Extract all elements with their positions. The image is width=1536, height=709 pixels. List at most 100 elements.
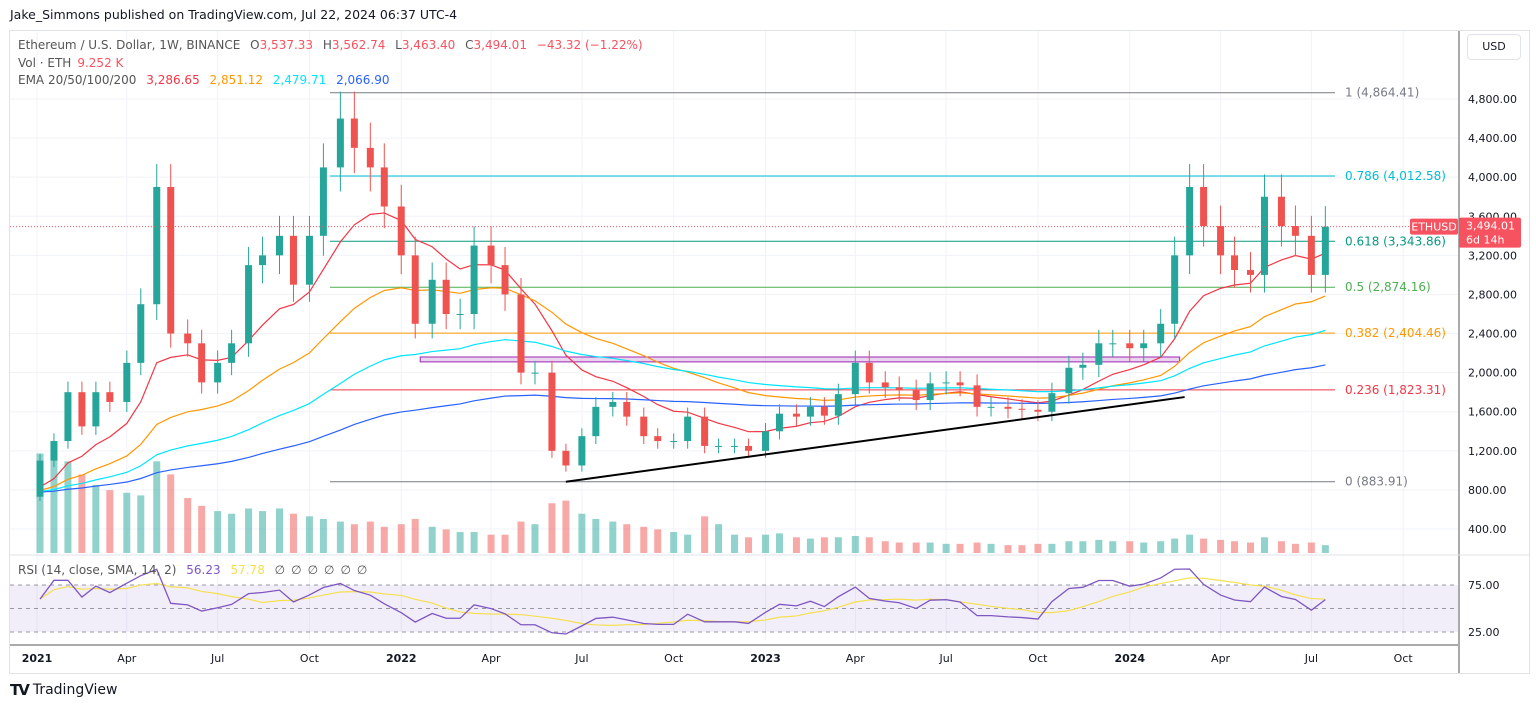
candle-body (762, 431, 770, 451)
candle-body (36, 460, 44, 497)
candle-body (806, 406, 814, 417)
candle-body (123, 362, 131, 402)
volume-bar (820, 537, 828, 553)
currency-button[interactable]: USD (1467, 34, 1521, 60)
volume-bar (501, 534, 509, 553)
y-tick-label: 800.00 (1468, 484, 1507, 497)
volume-bar (1217, 539, 1225, 553)
volume-bar (654, 529, 662, 553)
volume-bar (456, 532, 464, 553)
volume-bar (806, 538, 814, 553)
candle-body (1048, 393, 1056, 412)
x-tick-label: Jul (938, 652, 952, 665)
volume-bar (214, 511, 222, 553)
volume-value: 9.252 K (77, 56, 124, 70)
candle-body (670, 441, 678, 443)
candle-body (1321, 226, 1329, 275)
volume-bar (881, 541, 889, 553)
tv-logo-icon: TV (10, 681, 30, 699)
volume-bar (609, 521, 617, 553)
candle-body (912, 390, 920, 400)
candle-body (1004, 406, 1012, 409)
na-value: ∅ (340, 563, 351, 577)
volume-bar (640, 526, 648, 553)
tradingview-logo[interactable]: TV TradingView (10, 681, 117, 699)
na-value: ∅ (324, 563, 335, 577)
rsi-tick-label: 25.00 (1468, 626, 1500, 639)
candle-body (442, 279, 450, 314)
candle-body (64, 392, 72, 442)
candle-body (366, 147, 374, 168)
volume-bar (1200, 538, 1208, 553)
volume-bar (1277, 541, 1285, 553)
candle-body (592, 406, 600, 437)
candle-body (973, 385, 981, 407)
candle-body (851, 362, 859, 395)
volume-bar (198, 505, 206, 553)
x-tick-label: 2023 (750, 652, 781, 665)
last-price-badge (1459, 217, 1521, 248)
symbol-name[interactable]: Ethereum / U.S. Dollar, 1W, BINANCE (18, 38, 241, 52)
candle-body (167, 186, 175, 334)
fib-level-label: 0 (883.91) (1345, 475, 1408, 489)
volume-bar (319, 518, 327, 553)
volume-bar (1018, 545, 1026, 553)
candle-body (956, 382, 964, 386)
high-label: H (322, 38, 332, 52)
volume-bar (442, 529, 450, 553)
candle-body (184, 333, 192, 344)
candle-body (501, 265, 509, 295)
volume-bar (123, 492, 131, 553)
candle-body (1109, 343, 1117, 345)
y-tick-label: 4,800.00 (1468, 93, 1517, 106)
volume-bar (1126, 541, 1134, 553)
logo-text: TradingView (32, 682, 118, 698)
volume-bar (336, 521, 344, 553)
ema20-value: 3,286.65 (146, 73, 200, 87)
x-tick-label: Oct (1028, 652, 1048, 665)
candle-body (350, 118, 358, 148)
volume-bar (92, 484, 100, 553)
volume-bar (487, 534, 495, 553)
volume-bar (895, 542, 903, 553)
candle-body (640, 416, 648, 437)
candle-body (865, 362, 873, 383)
y-tick-label: 3,200.00 (1468, 249, 1517, 262)
candle-body (775, 413, 783, 432)
ema-50-line (39, 287, 1326, 491)
volume-bar (305, 516, 313, 553)
volume-bar (50, 443, 58, 553)
volume-bar (380, 526, 388, 553)
high-value: 3,562.74 (331, 38, 386, 52)
rsi-value: 56.23 (186, 563, 221, 577)
fib-level-label: 0.236 (1,823.31) (1345, 383, 1446, 397)
x-tick-label: Oct (664, 652, 684, 665)
rsi-label[interactable]: RSI (14, close, SMA, 14, 2) (18, 563, 177, 577)
volume-bar (366, 521, 374, 553)
ema50-value: 2,851.12 (209, 73, 263, 87)
x-tick-label: Apr (846, 652, 866, 665)
volume-bar (1140, 542, 1148, 553)
candle-body (745, 445, 753, 451)
volume-bar (834, 537, 842, 553)
candle-body (1200, 186, 1208, 227)
ema-label[interactable]: EMA 20/50/100/200 (18, 73, 137, 87)
volume-label[interactable]: Vol · ETH (18, 56, 72, 70)
change-value: −43.32 (−1.22%) (536, 38, 643, 52)
candle-body (380, 167, 388, 207)
volume-bar (592, 518, 600, 553)
candle-body (1307, 235, 1315, 275)
chart-frame (9, 30, 1530, 674)
candle-body (336, 118, 344, 168)
y-tick-label: 400.00 (1468, 523, 1507, 536)
candle-body (1260, 196, 1268, 275)
x-tick-label: Jul (574, 652, 588, 665)
volume-bar (1186, 534, 1194, 553)
candle-body (517, 294, 525, 373)
volume-bar (106, 490, 114, 553)
low-label: L (395, 38, 402, 52)
volume-bar (184, 498, 192, 553)
volume-bar (289, 513, 297, 553)
